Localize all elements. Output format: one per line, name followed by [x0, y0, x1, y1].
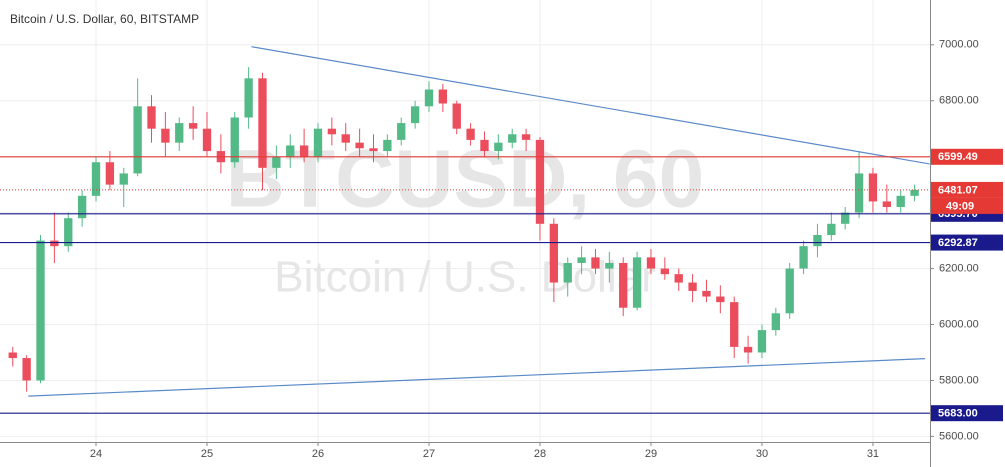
candle-body [133, 106, 142, 174]
candle-body [188, 123, 198, 129]
candle-body [799, 246, 808, 269]
x-tick-label: 26 [312, 448, 324, 460]
x-tick-label: 24 [90, 448, 102, 460]
candle-body [521, 134, 531, 140]
x-tick-label: 27 [423, 448, 435, 460]
candle-body [119, 173, 128, 185]
candle-body [230, 117, 239, 163]
candle-body [549, 223, 559, 283]
candle-body [327, 128, 337, 135]
candle-body [466, 128, 475, 140]
x-tick-label: 25 [201, 448, 213, 460]
candle-body [8, 352, 17, 359]
candle-body [50, 240, 59, 247]
price-tag-label: 5683.00 [938, 408, 978, 420]
plot [0, 46, 930, 414]
candle-body [841, 212, 850, 224]
candle-body [813, 234, 822, 247]
y-tick-label: 5800.00 [939, 374, 979, 386]
candle-body [591, 257, 600, 269]
candle-body [64, 218, 73, 247]
price-tag [931, 181, 1003, 198]
candle-body [452, 103, 461, 129]
axes: 5600.005800.006000.006200.006400.006600.… [90, 39, 1003, 460]
candle-body [702, 290, 711, 297]
candle-body [494, 142, 503, 152]
candle-body [896, 195, 905, 208]
candle-body [355, 142, 364, 149]
candle-body [147, 106, 156, 129]
candle-body [161, 128, 170, 143]
candle-body [299, 145, 309, 157]
price-tag-label: 6481.07 [938, 184, 978, 196]
candle-body [577, 257, 586, 263]
candle-body [202, 128, 212, 152]
candle-body [868, 173, 878, 202]
candle-body [91, 162, 101, 196]
x-tick-label: 30 [756, 448, 768, 460]
candle-body [785, 268, 794, 314]
candle-body [286, 145, 295, 157]
candle-body [771, 313, 780, 331]
price-tag [931, 405, 1003, 422]
y-tick-label: 7000.00 [939, 39, 979, 51]
candle-body [674, 274, 683, 283]
y-tick-label: 6200.00 [939, 262, 979, 274]
price-tag [931, 234, 1003, 251]
candle-body [646, 257, 656, 269]
candle-body [632, 257, 642, 308]
countdown-tag [931, 197, 1003, 214]
candle-body [716, 296, 725, 303]
candle-body [688, 282, 697, 291]
candle-body [605, 262, 614, 269]
candle-body [244, 78, 253, 118]
x-tick-label: 29 [645, 448, 657, 460]
candle-body [22, 358, 31, 381]
candle-body [757, 330, 767, 353]
price-tag-label: 6292.87 [938, 237, 978, 249]
candle-body [619, 262, 628, 308]
y-tick-label: 5600.00 [939, 430, 979, 442]
candle-body [480, 139, 489, 152]
candle-body [660, 268, 670, 275]
candle-body [563, 262, 572, 283]
candle-body [535, 139, 545, 224]
candle-body [424, 89, 434, 107]
candle-body [910, 189, 919, 196]
price-tag-label: 6599.49 [938, 151, 978, 163]
candle-body [105, 162, 115, 185]
candle-body [827, 223, 836, 235]
candle-body [36, 240, 45, 381]
y-tick-label: 6000.00 [939, 318, 979, 330]
countdown-label: 49:09 [946, 200, 974, 212]
candle-body [313, 128, 323, 157]
x-tick-label: 28 [534, 448, 546, 460]
trendline [251, 46, 930, 165]
candle-body [341, 134, 350, 143]
candle-body [383, 139, 392, 152]
y-tick-label: 6800.00 [939, 95, 979, 107]
candle-body [77, 195, 87, 219]
x-tick-label: 31 [867, 448, 879, 460]
candle-body [882, 201, 891, 208]
candle-body [730, 302, 739, 347]
candle-body [272, 156, 281, 168]
candle-body [410, 106, 420, 124]
candle-body [258, 78, 267, 168]
candle-body [508, 134, 517, 143]
candle-body [369, 148, 378, 152]
trendline [28, 358, 926, 397]
candle-body [743, 346, 753, 353]
price-tag [931, 148, 1003, 165]
candle-body [854, 173, 864, 213]
candle-body [438, 89, 448, 104]
chart-title: Bitcoin / U.S. Dollar, 60, BITSTAMP [10, 12, 199, 26]
candle-body [397, 123, 406, 140]
watermark-symbol: BTCUSD, 60 [226, 134, 704, 225]
candle-body [175, 123, 184, 143]
